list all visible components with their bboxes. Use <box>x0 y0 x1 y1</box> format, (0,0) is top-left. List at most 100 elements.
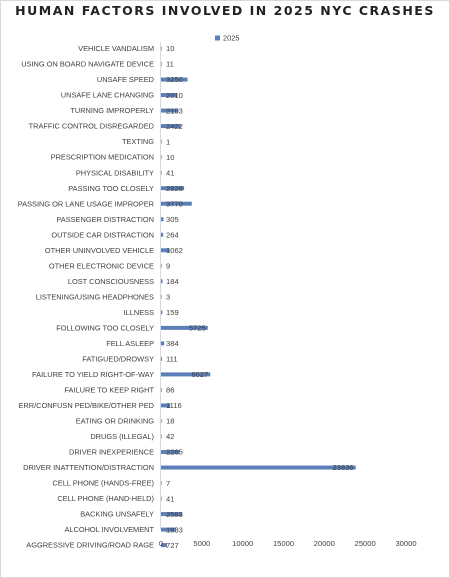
bars <box>161 46 356 548</box>
category-label: PASSING OR LANE USAGE IMPROPER <box>18 199 154 208</box>
bar <box>161 108 179 113</box>
value-label: 3770 <box>166 199 183 208</box>
bar <box>161 139 162 144</box>
x-tick-label: 25000 <box>355 539 376 548</box>
category-label: USING ON BOARD NAVIGATE DEVICE <box>21 60 154 69</box>
bar <box>161 170 162 175</box>
value-label: 86 <box>166 386 174 395</box>
bar <box>161 279 163 284</box>
value-label: 159 <box>166 308 179 317</box>
bar <box>161 450 180 455</box>
value-label: 3250 <box>166 75 183 84</box>
bar <box>161 201 192 206</box>
category-label: AGGRESSIVE DRIVING/ROAD RAGE <box>26 541 154 550</box>
value-label: 2583 <box>166 510 183 519</box>
category-label: CELL PHONE (HANDS-FREE) <box>52 479 154 488</box>
category-label: ILLNESS <box>124 308 154 317</box>
bar <box>161 356 162 361</box>
value-label: 727 <box>166 541 179 550</box>
x-tick-label: 0 <box>159 539 163 548</box>
category-label: OTHER UNINVOLVED VEHICLE <box>45 246 154 255</box>
bar <box>161 341 165 346</box>
category-label: DRIVER INATTENTION/DISTRACTION <box>23 463 154 472</box>
category-label: DRUGS (ILLEGAL) <box>90 432 154 441</box>
category-label: FOLLOWING TOO CLOSELY <box>56 323 154 332</box>
value-label: 3 <box>166 293 170 302</box>
value-label: 41 <box>166 494 174 503</box>
category-label: LOST CONSCIOUSNESS <box>68 277 154 286</box>
category-label: VEHICLE VANDALISM <box>78 44 154 53</box>
category-label: EATING OR DRINKING <box>76 417 155 426</box>
chart-title: HUMAN FACTORS INVOLVED IN 2025 NYC CRASH… <box>15 3 435 18</box>
value-label: 10 <box>166 153 174 162</box>
category-label: UNSAFE SPEED <box>97 75 154 84</box>
bar <box>161 217 164 222</box>
value-label: 11 <box>166 60 174 69</box>
value-label: 10 <box>166 44 174 53</box>
bar <box>161 543 167 548</box>
bar <box>161 46 162 51</box>
value-label: 1 <box>166 137 170 146</box>
value-label: 1062 <box>166 246 183 255</box>
value-label: 9 <box>166 261 170 270</box>
category-label: FAILURE TO YIELD RIGHT-OF-WAY <box>32 370 154 379</box>
legend: 2025 <box>215 34 239 43</box>
bar <box>161 310 163 315</box>
x-tick-label: 30000 <box>395 539 416 548</box>
value-label: 1833 <box>166 525 183 534</box>
category-label: FATIGUED/DROWSY <box>82 355 154 364</box>
category-label: DRIVER INEXPERIENCE <box>69 448 154 457</box>
category-label: FAILURE TO KEEP RIGHT <box>64 386 154 395</box>
bar <box>161 62 162 67</box>
bar <box>161 496 162 501</box>
value-label: 2422 <box>166 122 183 131</box>
value-labels: 10 11 3250 2010 2103 2422 1 10 41 2826 3770 305 264 1… <box>166 44 354 550</box>
category-label: UNSAFE LANE CHANGING <box>61 91 154 100</box>
category-label: PASSING TOO CLOSELY <box>68 184 154 193</box>
x-tick-label: 20000 <box>314 539 335 548</box>
x-tick-label: 10000 <box>232 539 253 548</box>
category-label: PASSENGER DISTRACTION <box>56 215 154 224</box>
value-label: 2103 <box>166 106 183 115</box>
value-label: 2265 <box>166 448 183 457</box>
value-label: 305 <box>166 215 179 224</box>
category-label: BACKING UNSAFELY <box>80 510 154 519</box>
value-label: 7 <box>166 479 170 488</box>
value-label: 111 <box>166 355 178 364</box>
category-labels: VEHICLE VANDALISM USING ON BOARD NAVIGATE… <box>18 44 155 550</box>
bar <box>161 77 188 82</box>
bar <box>161 155 162 160</box>
category-label: CELL PHONE (HAND-HELD) <box>57 494 154 503</box>
category-label: PRESCRIPTION MEDICATION <box>51 153 154 162</box>
bar <box>161 512 183 517</box>
value-label: 384 <box>166 339 179 348</box>
x-tick-label: 5000 <box>193 539 210 548</box>
category-label: ALCOHOL INVOLVEMENT <box>64 525 154 534</box>
category-label: TRAFFIC CONTROL DISREGARDED <box>29 122 154 131</box>
bar <box>161 232 164 237</box>
value-label: 264 <box>166 230 179 239</box>
value-label: 2826 <box>166 184 183 193</box>
value-label: 41 <box>166 168 174 177</box>
bar <box>161 263 162 268</box>
bar <box>161 325 208 330</box>
bar <box>161 481 162 486</box>
category-label: ERR/CONFUSN PED/BIKE/OTHER PED <box>18 401 154 410</box>
bar <box>161 372 211 377</box>
bar <box>161 403 171 408</box>
value-label: 23836 <box>333 463 354 472</box>
bar <box>161 387 162 392</box>
value-label: 6027 <box>191 370 208 379</box>
category-label: OTHER ELECTRONIC DEVICE <box>49 261 154 270</box>
category-label: TEXTING <box>122 137 154 146</box>
legend-swatch <box>215 35 220 41</box>
category-label: FELL ASLEEP <box>106 339 154 348</box>
bar <box>161 434 162 439</box>
category-label: OUTSIDE CAR DISTRACTION <box>51 230 154 239</box>
bar <box>161 124 181 129</box>
value-label: 18 <box>166 417 174 426</box>
value-label: 5725 <box>189 324 206 333</box>
x-tick-label: 15000 <box>273 539 294 548</box>
